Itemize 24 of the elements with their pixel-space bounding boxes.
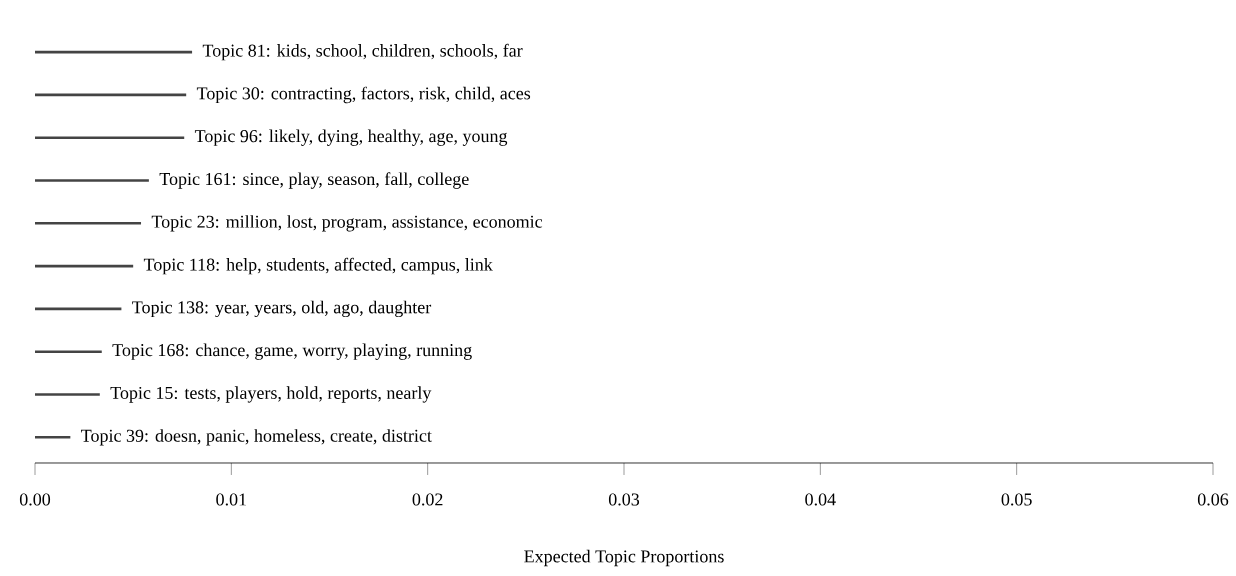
- x-axis-title: Expected Topic Proportions: [524, 549, 724, 567]
- y-tick-label: Topic 161: since, play, season, fall, college: [159, 172, 469, 189]
- x-tick-label: 0.00: [19, 493, 51, 506]
- y-tick-label: Topic 23: million, lost, program, assistance, economic: [151, 215, 543, 232]
- bar: [35, 393, 100, 396]
- bar: [35, 179, 149, 182]
- y-tick-label: Topic 30: contracting, factors, risk, child, aces: [196, 86, 531, 104]
- bar: [35, 136, 185, 139]
- y-tick-label: Topic 118: help, students, affected, campus, link: [143, 257, 493, 275]
- y-tick-label: Topic 138: year, years, old, ago, daughter: [132, 300, 432, 318]
- x-tick-label: 0.02: [412, 493, 443, 506]
- y-tick-label: Topic 81: kids, school, children, schools, far: [202, 43, 523, 61]
- y-tick-label: Topic 39: doesn, panic, homeless, create, district: [81, 429, 432, 446]
- x-tick-label: 0.04: [805, 493, 836, 506]
- x-tick-label: 0.05: [1001, 493, 1032, 506]
- x-tick-label: 0.06: [1197, 493, 1229, 506]
- y-tick-label: Topic 15: tests, players, hold, reports, nearly: [110, 386, 432, 403]
- y-tick-label: Topic 168: chance, game, worry, playing, running: [112, 343, 472, 360]
- bar: [35, 222, 142, 225]
- bar: [35, 436, 71, 439]
- y-tick-label: Topic 96: likely, dying, healthy, age, young: [194, 129, 508, 146]
- bar: [35, 350, 102, 354]
- x-tick-label: 0.03: [608, 493, 640, 506]
- x-tick-label: 0.01: [216, 493, 247, 506]
